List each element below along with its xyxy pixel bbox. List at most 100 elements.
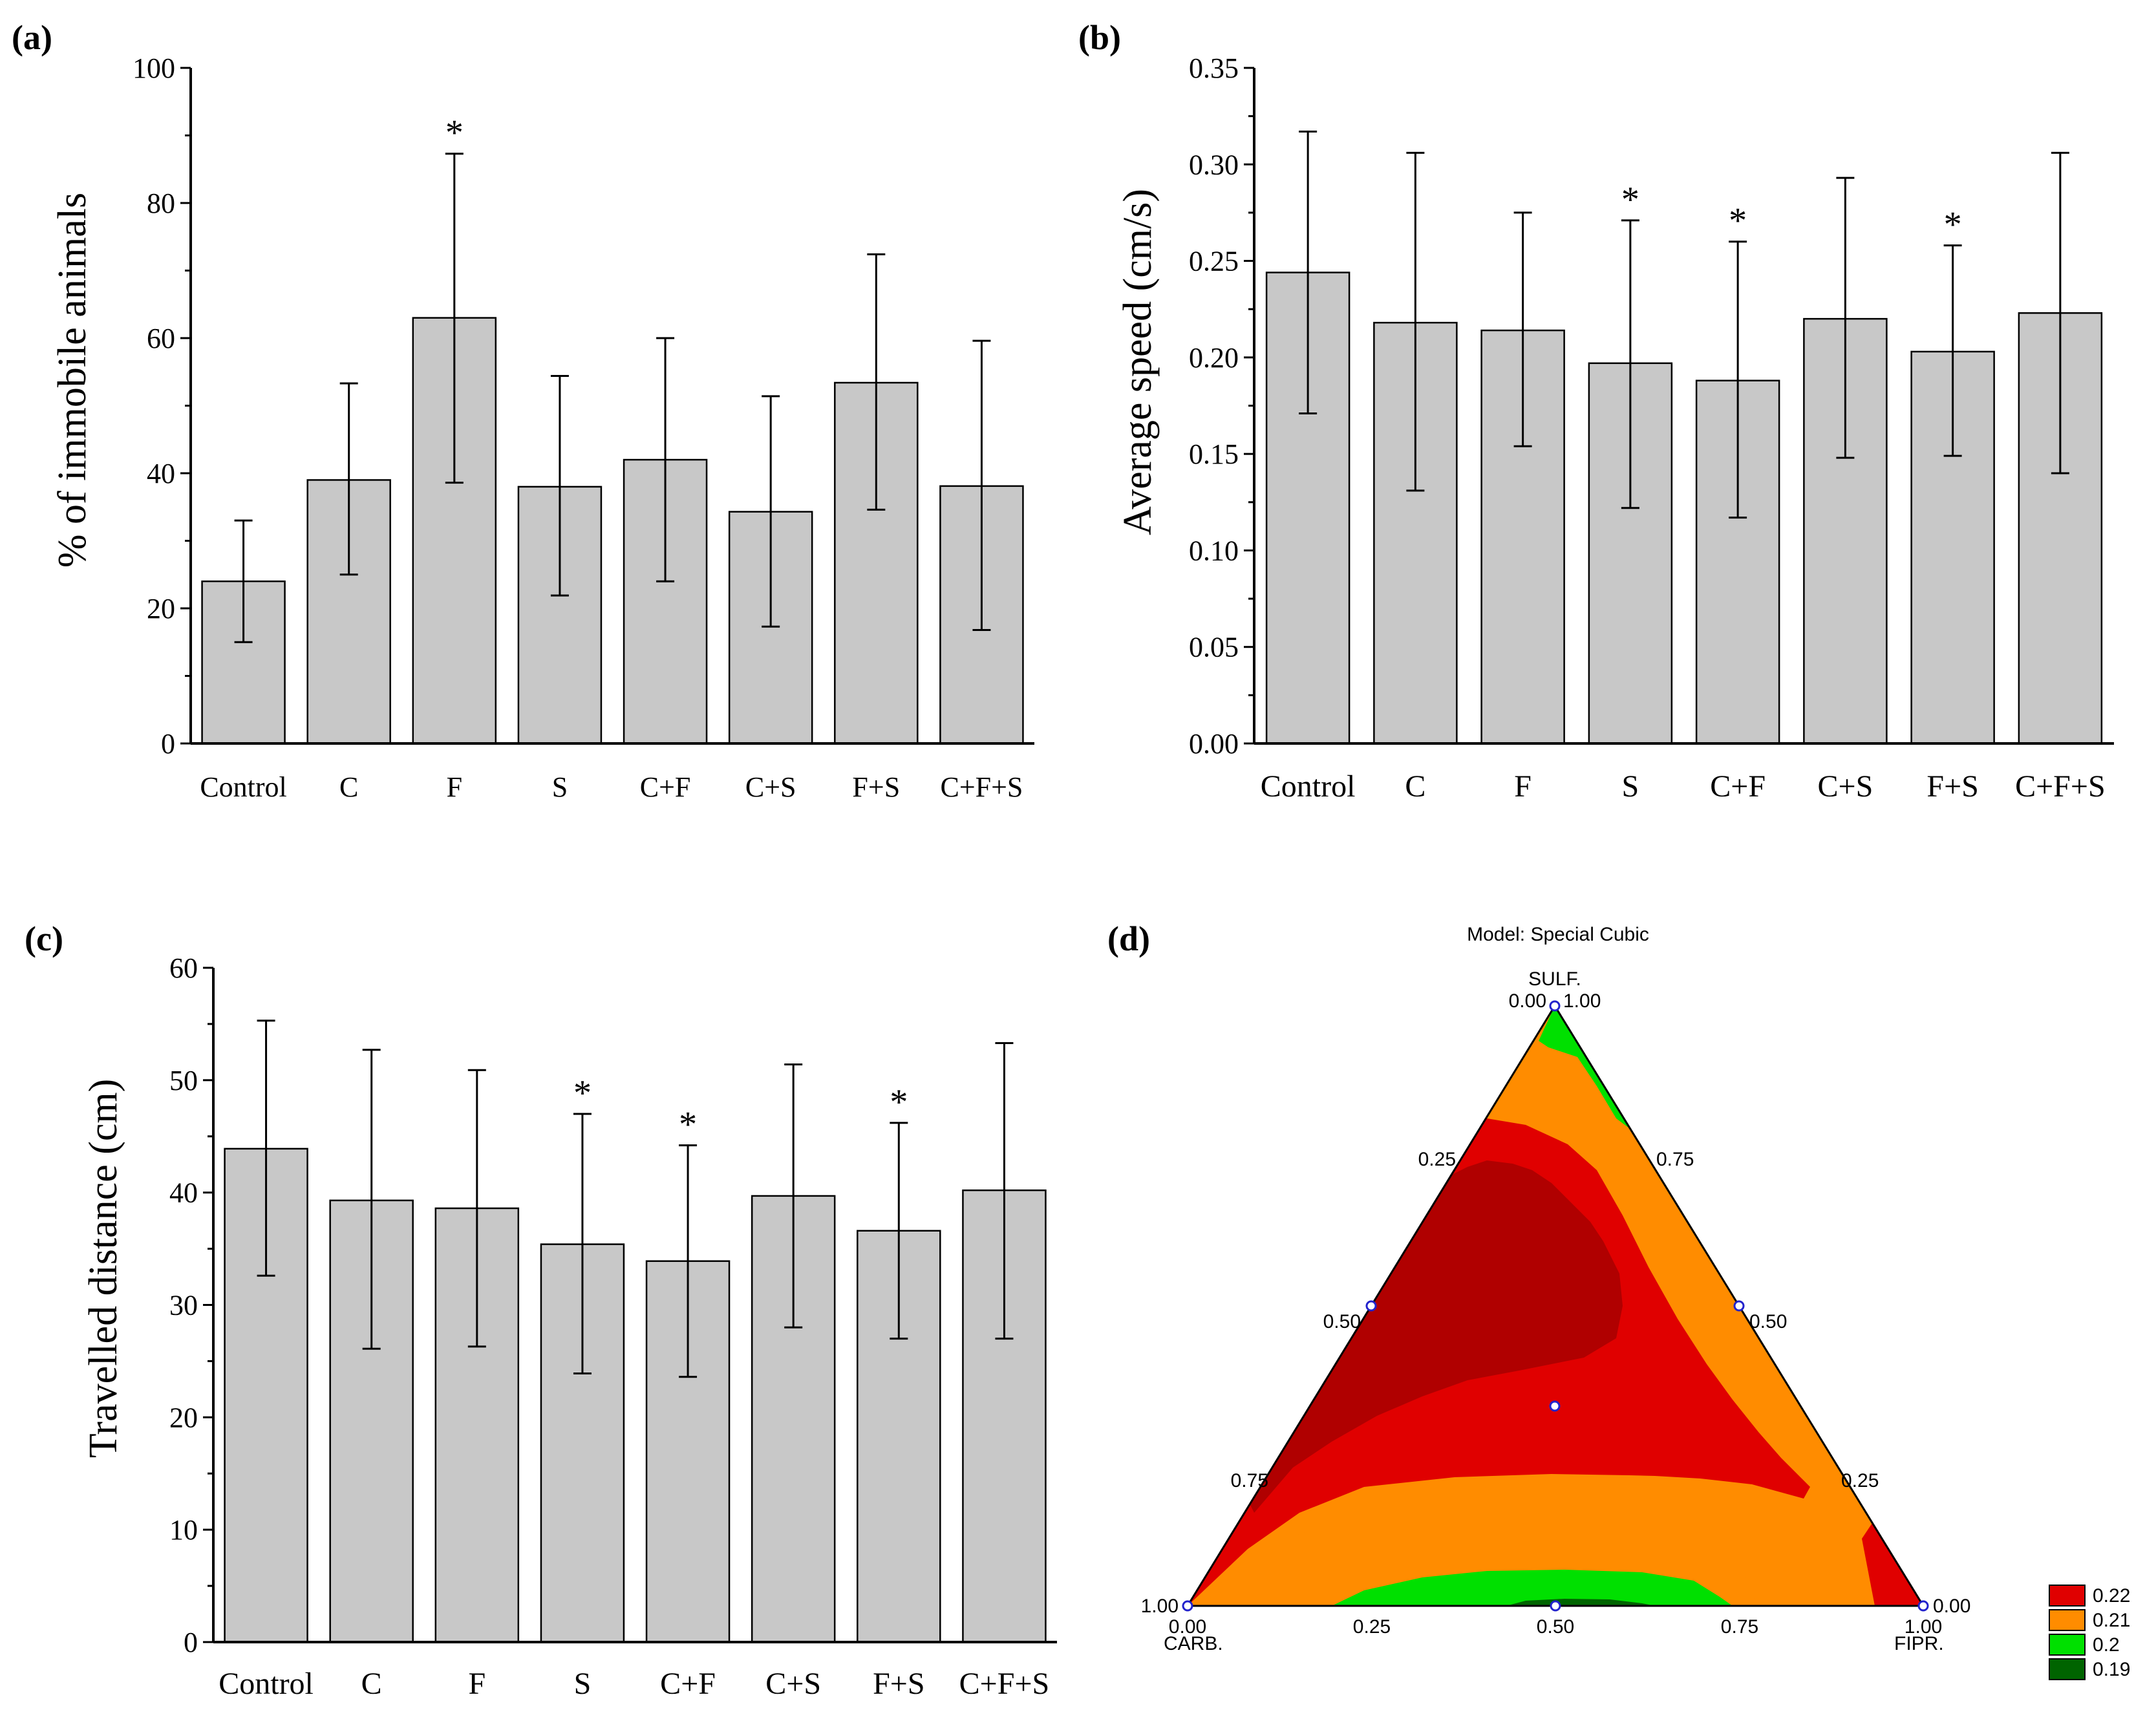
ternary-contour-regions	[1188, 1006, 1923, 1606]
y-tick-label: 0.35	[1189, 52, 1239, 84]
x-tick-label: Control	[1261, 769, 1356, 804]
error-bar	[995, 1041, 1014, 1340]
error-bar	[362, 1049, 381, 1350]
error-bar	[1943, 244, 1962, 457]
significance-star: *	[445, 113, 464, 153]
x-tick-label: C+F+S	[959, 1667, 1050, 1701]
y-tick-label: 20	[147, 593, 175, 625]
y-tick-label: 60	[147, 323, 175, 354]
x-tick-label: C+F	[660, 1667, 716, 1701]
right-tick-label: 1.00	[1563, 990, 1601, 1012]
error-bar	[1406, 151, 1425, 492]
panel-a-immobile-animals: (a) % of immobile animals * 0 20 40 60 80 100…	[12, 18, 1034, 803]
panel-c-travelled-distance: (c) Travelled distance (cm) * * * 0 10 20 30 4…	[25, 919, 1057, 1701]
design-point	[1733, 1300, 1745, 1312]
panel-b-y-ticks: 0.00 0.05 0.10 0.15 0.20 0.25 0.30 0.35	[1189, 52, 1254, 760]
left-tick-label: 0.75	[1231, 1470, 1268, 1491]
design-point	[1550, 1600, 1561, 1612]
left-tick-label: 0.50	[1323, 1311, 1361, 1332]
x-tick-label: C+F+S	[940, 771, 1023, 803]
left-tick-label: 0.00	[1509, 990, 1546, 1012]
y-tick-label: 0.10	[1189, 535, 1239, 566]
panel-b-y-axis-title: Average speed (cm/s)	[1116, 189, 1160, 535]
left-tick-label: 1.00	[1141, 1596, 1179, 1617]
ternary-vertex-carb: CARB.	[1164, 1633, 1223, 1654]
design-point	[1365, 1300, 1377, 1312]
panel-a-significance-markers: *	[445, 113, 464, 153]
error-bar	[867, 253, 886, 511]
legend-label: 0.22	[2093, 1585, 2130, 1607]
significance-star: *	[573, 1073, 592, 1113]
bottom-tick-label: 0.00	[1169, 1616, 1206, 1638]
legend-label: 0.19	[2093, 1659, 2130, 1680]
x-tick-label: C+S	[765, 1667, 821, 1701]
panel-d-ternary-contour: (d) Model: Special Cubic	[1107, 919, 2130, 1680]
x-tick-label: C+F	[1710, 769, 1766, 804]
significance-star: *	[679, 1105, 697, 1145]
bottom-tick-label: 0.75	[1721, 1616, 1758, 1638]
panel-c-x-labels: Control C F S C+F C+S F+S C+F+S	[219, 1667, 1049, 1701]
y-tick-label: 30	[169, 1290, 198, 1321]
error-bar	[890, 1122, 908, 1340]
panel-c-label: (c)	[25, 919, 63, 958]
x-tick-label: F+S	[873, 1667, 924, 1701]
error-bar	[656, 337, 675, 582]
design-point	[1549, 1400, 1561, 1412]
significance-star: *	[1729, 201, 1747, 241]
bottom-tick-label: 0.25	[1353, 1616, 1391, 1638]
error-bar	[573, 1113, 592, 1375]
panel-c-bars	[224, 1148, 1047, 1643]
x-tick-label: C	[361, 1667, 382, 1701]
x-tick-label: F	[468, 1667, 486, 1701]
y-tick-label: 0.05	[1189, 632, 1239, 663]
x-tick-label: C+S	[745, 771, 796, 803]
y-tick-label: 0.20	[1189, 342, 1239, 374]
ternary-vertex-sulf: SULF.	[1528, 968, 1581, 990]
y-tick-label: 100	[133, 52, 175, 84]
error-bar	[339, 382, 358, 576]
panel-d-title: Model: Special Cubic	[1467, 924, 1649, 945]
x-tick-label: C+F+S	[2015, 769, 2106, 804]
error-bar	[234, 519, 253, 643]
x-tick-label: F	[1514, 769, 1532, 804]
x-tick-label: C+F	[640, 771, 691, 803]
y-tick-label: 40	[147, 458, 175, 489]
x-tick-label: C	[339, 771, 358, 803]
ternary-legend: 0.22 0.21 0.2 0.19	[2049, 1585, 2130, 1680]
panel-b-significance-markers: * * *	[1621, 180, 1962, 245]
error-bar	[762, 395, 780, 628]
panel-a-bars	[201, 317, 1024, 745]
ternary-design-points	[1182, 1000, 1929, 1612]
right-tick-label: 0.25	[1841, 1470, 1879, 1491]
error-bar	[972, 339, 991, 631]
panel-a-x-labels: Control C F S C+F C+S F+S C+F+S	[200, 771, 1023, 803]
y-tick-label: 40	[169, 1177, 198, 1209]
panel-b-label: (b)	[1078, 18, 1121, 57]
x-tick-label: S	[574, 1667, 592, 1701]
ternary-vertex-fipr: FIPR.	[1894, 1633, 1944, 1654]
x-tick-label: C+S	[1817, 769, 1873, 804]
significance-star: *	[1621, 180, 1639, 220]
legend-label: 0.21	[2093, 1610, 2130, 1631]
error-bar	[1836, 176, 1855, 459]
panel-c-y-ticks: 0 10 20 30 40 50 60	[169, 952, 213, 1658]
bottom-tick-label: 1.00	[1905, 1616, 1942, 1638]
error-bar	[1299, 131, 1318, 414]
panel-b-x-labels: Control C F S C+F C+S F+S C+F+S	[1261, 769, 2106, 804]
y-tick-label: 50	[169, 1065, 198, 1096]
x-tick-label: S	[1622, 769, 1639, 804]
region-level-0-19	[1506, 1599, 1655, 1606]
error-bar	[784, 1063, 803, 1329]
region-level-0-22-right	[1862, 1519, 1923, 1606]
y-tick-label: 0	[161, 728, 175, 760]
y-tick-label: 0	[184, 1627, 198, 1658]
panel-c-significance-markers: * * *	[573, 1073, 908, 1145]
panel-d-label: (d)	[1107, 919, 1150, 958]
error-bar	[550, 375, 569, 597]
design-point	[1549, 1000, 1561, 1012]
panel-b-error-bars	[1299, 131, 2069, 519]
x-tick-label: C	[1405, 769, 1425, 804]
legend-swatch	[2049, 1609, 2086, 1631]
error-bar	[1729, 240, 1747, 519]
